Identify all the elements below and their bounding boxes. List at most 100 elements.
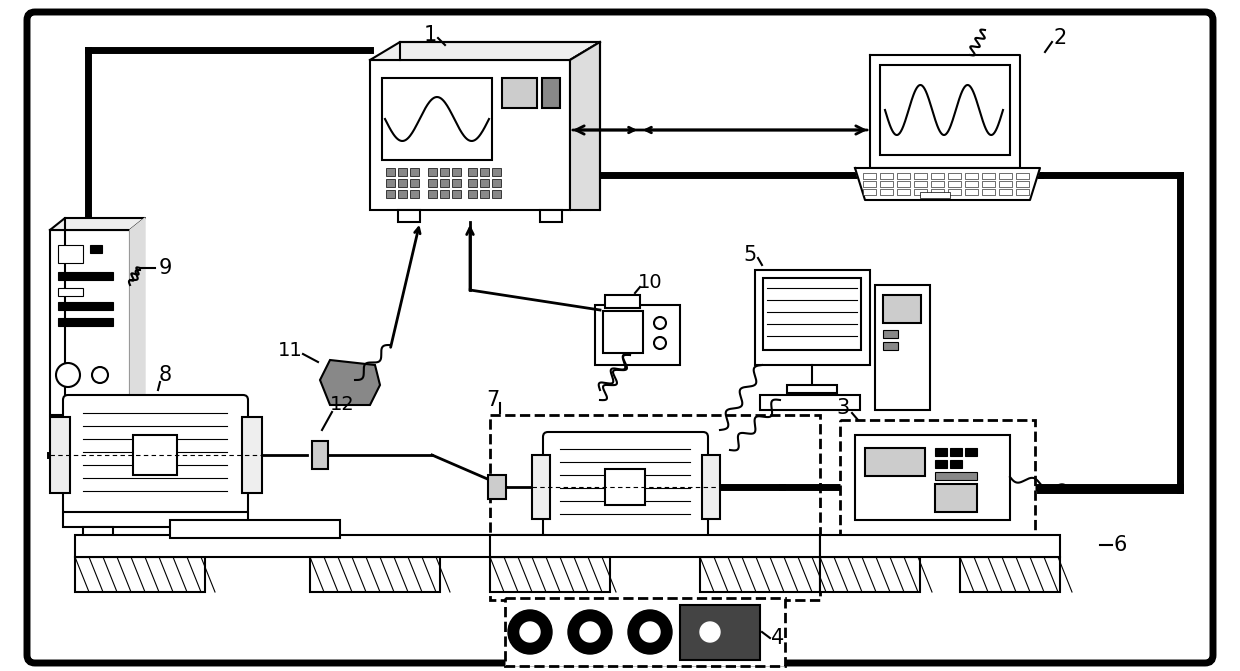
Bar [480, 179, 489, 187]
Bar [702, 455, 720, 519]
Bar [83, 527, 113, 539]
Circle shape [92, 367, 108, 383]
Text: 8: 8 [159, 365, 171, 385]
Bar [58, 288, 83, 296]
Bar [880, 189, 893, 195]
Bar [91, 245, 102, 253]
Bar [880, 173, 893, 179]
Bar [760, 395, 861, 410]
Bar [820, 535, 1060, 557]
Bar [883, 330, 898, 338]
Bar [965, 448, 977, 456]
Bar [58, 245, 83, 263]
Bar [489, 475, 506, 499]
Text: 4: 4 [771, 628, 785, 648]
Bar [505, 598, 785, 666]
Bar [467, 190, 477, 198]
Circle shape [688, 610, 732, 654]
Bar [539, 210, 562, 222]
Text: 2: 2 [1053, 28, 1066, 48]
Bar [133, 435, 177, 475]
Bar [312, 441, 329, 469]
Bar [965, 181, 978, 187]
Bar [856, 435, 1011, 520]
Circle shape [568, 610, 613, 654]
Bar [386, 190, 396, 198]
Bar [949, 181, 961, 187]
Bar [787, 385, 837, 393]
Bar [1016, 173, 1029, 179]
Text: 11: 11 [278, 340, 303, 360]
Circle shape [56, 363, 81, 387]
Bar [440, 179, 449, 187]
FancyBboxPatch shape [27, 12, 1213, 663]
Bar [440, 190, 449, 198]
Bar [680, 605, 760, 660]
Polygon shape [570, 42, 600, 210]
Bar [965, 189, 978, 195]
Circle shape [580, 622, 600, 642]
Bar [490, 557, 610, 592]
Bar [935, 448, 947, 456]
Bar [605, 295, 640, 308]
Bar [920, 192, 950, 198]
Bar [398, 190, 407, 198]
Circle shape [701, 622, 720, 642]
Bar [382, 78, 492, 160]
Bar [453, 168, 461, 176]
Bar [701, 557, 820, 592]
Bar [1016, 181, 1029, 187]
Text: 9: 9 [159, 258, 171, 278]
Polygon shape [870, 55, 1021, 168]
Bar [492, 168, 501, 176]
Bar [480, 168, 489, 176]
Bar [935, 460, 947, 468]
Bar [490, 415, 820, 600]
Text: 12: 12 [330, 395, 355, 415]
Bar [897, 189, 910, 195]
Circle shape [653, 317, 666, 329]
Bar [386, 168, 396, 176]
Bar [999, 189, 1012, 195]
Bar [914, 189, 928, 195]
Text: 3: 3 [836, 398, 849, 418]
Text: 6: 6 [1114, 535, 1127, 555]
Circle shape [640, 622, 660, 642]
Bar [410, 179, 419, 187]
Bar [863, 173, 875, 179]
Bar [839, 420, 1035, 535]
Bar [492, 190, 501, 198]
Bar [982, 181, 994, 187]
Bar [949, 189, 961, 195]
Bar [935, 472, 977, 480]
Bar [897, 181, 910, 187]
Bar [595, 305, 680, 365]
Bar [603, 311, 644, 353]
Bar [490, 535, 820, 557]
Bar [883, 295, 921, 323]
Bar [605, 469, 645, 505]
Bar [914, 173, 928, 179]
Bar [410, 190, 419, 198]
Bar [820, 557, 920, 592]
Bar [197, 527, 227, 539]
Bar [410, 168, 419, 176]
Bar [428, 179, 436, 187]
Polygon shape [320, 360, 379, 405]
Bar [58, 318, 113, 326]
Bar [398, 210, 420, 222]
Circle shape [508, 610, 552, 654]
Bar [58, 302, 113, 310]
Bar [502, 78, 537, 108]
Polygon shape [50, 218, 145, 230]
Bar [914, 181, 928, 187]
FancyBboxPatch shape [543, 432, 708, 542]
Text: 7: 7 [486, 390, 500, 410]
Bar [492, 179, 501, 187]
Bar [242, 417, 262, 493]
Bar [548, 539, 703, 551]
Bar [931, 173, 944, 179]
Bar [398, 179, 407, 187]
Text: 10: 10 [637, 274, 662, 293]
Bar [453, 179, 461, 187]
